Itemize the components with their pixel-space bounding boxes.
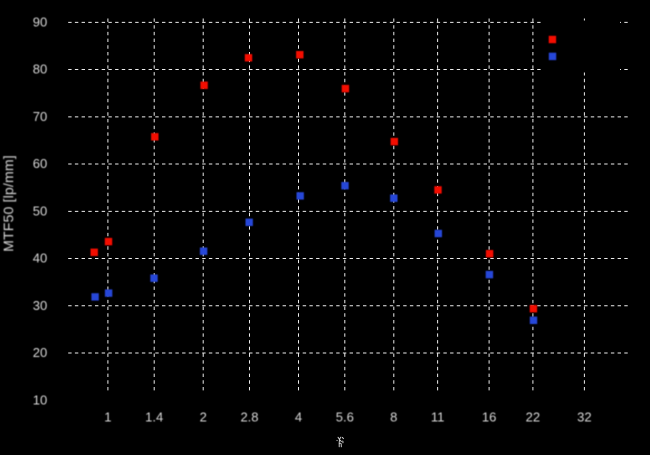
svg-text:2: 2 (200, 409, 207, 424)
svg-text:16: 16 (482, 409, 496, 424)
svg-text:2.8: 2.8 (240, 409, 258, 424)
svg-text:32: 32 (577, 409, 591, 424)
svg-text:1.4: 1.4 (145, 409, 163, 424)
svg-text:1: 1 (104, 409, 111, 424)
svg-text:MTF50 [lp/mm]: MTF50 [lp/mm] (0, 155, 16, 252)
svg-text:22: 22 (526, 409, 540, 424)
svg-text:80: 80 (33, 62, 47, 77)
svg-text:10: 10 (33, 392, 47, 407)
svg-text:4: 4 (295, 409, 302, 424)
svg-text:70: 70 (33, 109, 47, 124)
svg-text:5.6: 5.6 (336, 409, 354, 424)
svg-text:30: 30 (33, 298, 47, 313)
svg-text:50: 50 (33, 203, 47, 218)
svg-text:11: 11 (431, 409, 445, 424)
svg-text:90: 90 (33, 14, 47, 29)
svg-text:20: 20 (33, 345, 47, 360)
svg-text:40: 40 (33, 251, 47, 266)
svg-text:8: 8 (390, 409, 397, 424)
svg-text:60: 60 (33, 156, 47, 171)
